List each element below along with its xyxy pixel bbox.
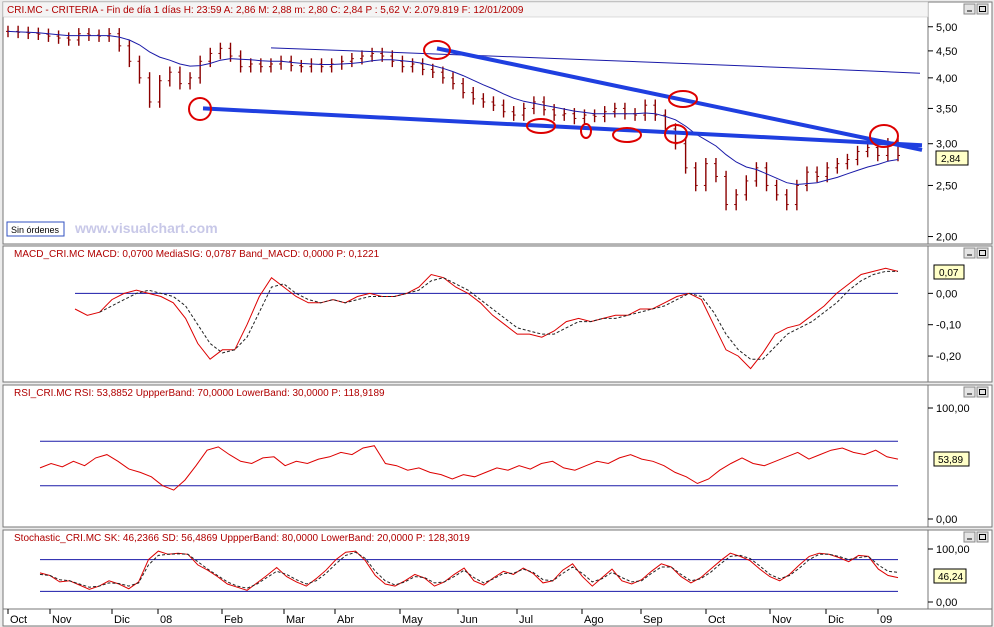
price-plot: [6, 25, 923, 211]
x-tick-label: Jul: [519, 614, 533, 626]
stoch-last-box: [933, 568, 967, 584]
y-tick-label: 4,00: [936, 73, 957, 85]
y-tick-label: 3,00: [936, 139, 957, 151]
x-tick-label: Abr: [337, 614, 354, 626]
y-tick-label: 2,00: [936, 232, 957, 244]
macd-y-axis: 0,00 -0,10 -0,20: [928, 288, 961, 363]
stoch-minimize-button[interactable]: [963, 531, 976, 543]
price-header-bar: [2, 1, 929, 18]
x-tick-label: Sep: [643, 614, 663, 626]
price-y-axis: 5,00 4,50 4,00 3,50 3,00 2,50 2,00: [928, 22, 957, 244]
annotation-circle: [423, 40, 451, 60]
stoch-plot: [39, 550, 899, 592]
stoch-panel-controls: [963, 531, 989, 543]
series-line-sd: [39, 551, 899, 589]
series-line-macd: [74, 267, 899, 370]
x-tick-label: Oct: [708, 614, 725, 626]
macd-header: MACD_CRI.MC MACD: 0,0700 MediaSIG: 0,078…: [14, 249, 380, 260]
y-tick-label: 3,50: [936, 103, 957, 115]
macd-panel-controls: [963, 247, 989, 259]
y-tick-label: 2,50: [936, 180, 957, 192]
rsi-minimize-button[interactable]: [963, 386, 976, 398]
rsi-maximize-button[interactable]: [976, 386, 989, 398]
price-last-box: [935, 150, 969, 166]
y-tick-label: 0,00: [936, 288, 957, 300]
x-tick-label: Mar: [286, 614, 305, 626]
rsi-header: RSI_CRI.MC RSI: 53,8852 UppperBand: 70,0…: [14, 388, 385, 399]
price-axis-panel: [927, 1, 993, 245]
x-tick-label: Oct: [10, 614, 27, 626]
x-tick-label: Feb: [224, 614, 243, 626]
y-tick-label: 0,00: [936, 597, 957, 609]
annotation-circle: [526, 118, 556, 134]
x-axis: Oct Nov Dic 08 Feb Mar Abr May Jun Jul Ago Sep Oct No…: [7, 609, 892, 626]
macd-minimize-button[interactable]: [963, 247, 976, 259]
price-header: CRI.MC - CRITERIA - Fin de día 1 días H:…: [7, 5, 524, 16]
macd-last-value: 0,07: [939, 268, 959, 279]
orders-button[interactable]: [6, 221, 65, 237]
x-tick-label: Nov: [52, 614, 72, 626]
macd-panel: [2, 245, 929, 383]
stoch-y-axis: 100,00 0,00: [928, 544, 970, 609]
x-tick-label: 09: [880, 614, 892, 626]
y-tick-label: 100,00: [936, 403, 970, 415]
maximize-icon: [979, 389, 986, 395]
x-tick-label: Dic: [828, 614, 844, 626]
rsi-y-axis: 100,00 0,00: [928, 403, 970, 526]
maximize-button[interactable]: [976, 3, 989, 15]
x-tick-label: May: [402, 614, 423, 626]
moving-average-line: [7, 30, 899, 186]
rsi-panel: [2, 384, 929, 528]
price-panel-controls[interactable]: [963, 3, 989, 15]
x-tick-label: Jun: [460, 614, 478, 626]
maximize-icon: [979, 6, 986, 12]
rsi-last-value: 53,89: [938, 455, 963, 466]
x-axis-panel: [2, 608, 993, 627]
rsi-plot: [39, 440, 899, 491]
x-tick-label: Nov: [772, 614, 792, 626]
stoch-header: Stochastic_CRI.MC SK: 46,2366 SD: 56,486…: [14, 533, 470, 544]
annotation-circle: [612, 127, 642, 143]
x-tick-label: 08: [160, 614, 172, 626]
macd-maximize-button[interactable]: [976, 247, 989, 259]
series-line-rsi: [39, 445, 899, 491]
x-tick-label: Dic: [114, 614, 130, 626]
watermark: www.visualchart.com: [74, 220, 218, 236]
macd-last-box: [933, 264, 965, 280]
rsi-panel-controls: [963, 386, 989, 398]
minimize-button[interactable]: [963, 3, 976, 15]
trendline-resistance: [436, 46, 923, 152]
annotation-circle: [664, 124, 688, 144]
y-tick-label: 0,00: [936, 514, 957, 526]
maximize-icon: [979, 250, 986, 256]
macd-plot: [74, 267, 899, 370]
x-tick-label: Ago: [584, 614, 604, 626]
y-tick-label: -0,20: [936, 351, 961, 363]
rsi-last-box: [933, 451, 970, 467]
series-line-mediasig: [99, 270, 898, 360]
orders-button-label: Sin órdenes: [11, 225, 60, 235]
trendline-support: [202, 106, 923, 148]
annotation-circle: [869, 124, 899, 148]
y-tick-label: 100,00: [936, 544, 970, 556]
long-moving-average-line: [270, 47, 921, 74]
stoch-last-value: 46,24: [938, 572, 963, 583]
y-tick-label: 5,00: [936, 22, 957, 34]
annotation-circle: [188, 97, 212, 121]
y-tick-label: 4,50: [936, 46, 957, 58]
y-tick-label: -0,10: [936, 320, 961, 332]
annotation-circle: [668, 90, 698, 108]
price-last-value: 2,84: [941, 154, 961, 165]
maximize-icon: [979, 534, 986, 540]
annotation-circle: [580, 123, 592, 139]
stoch-maximize-button[interactable]: [976, 531, 989, 543]
